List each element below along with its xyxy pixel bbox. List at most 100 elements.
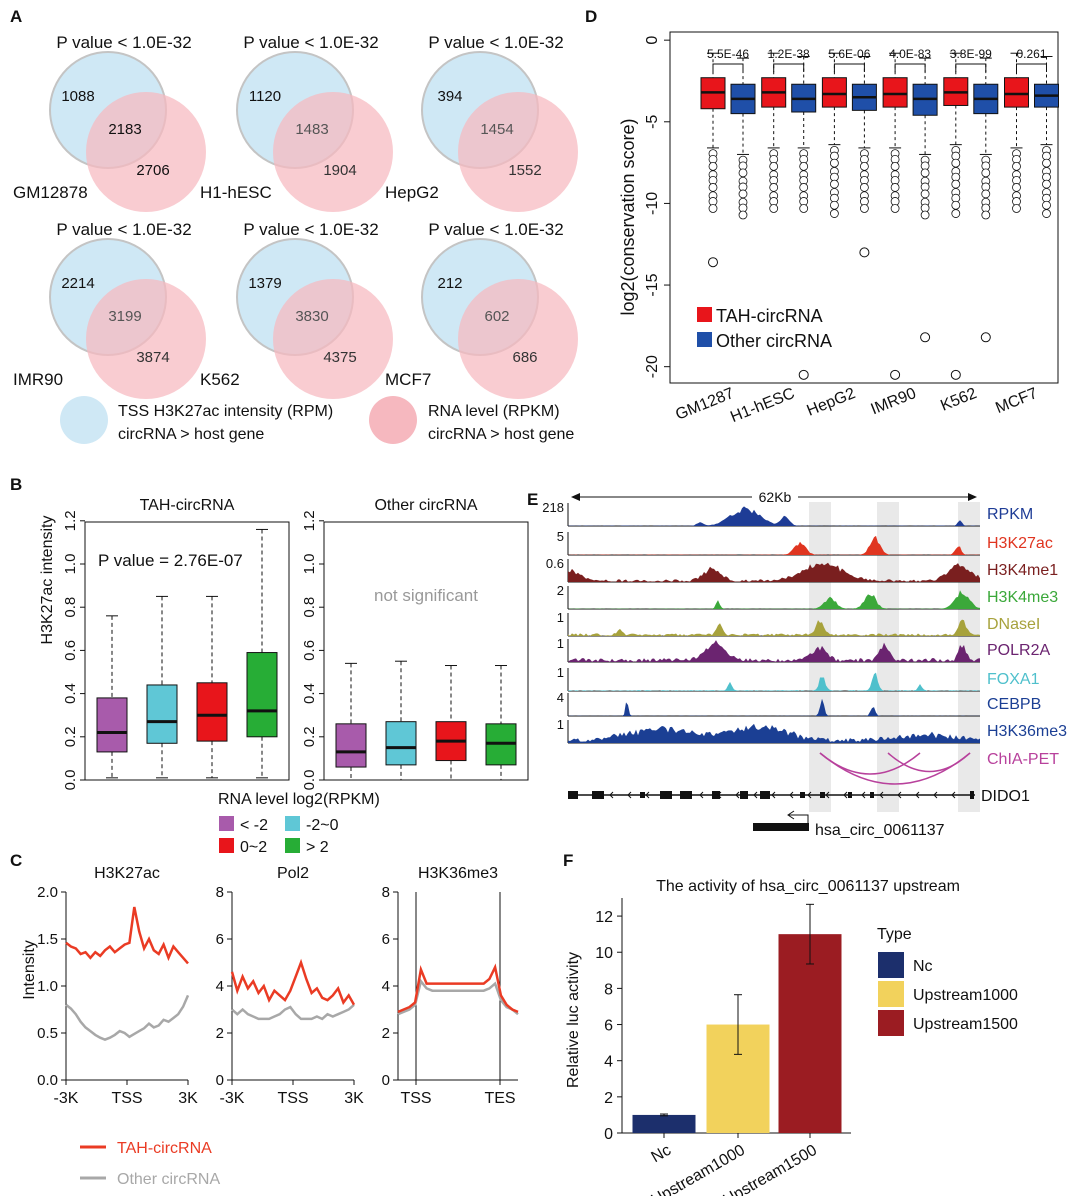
venn-1: P value < 1.0E-32 1120 1483 1904 H1-hESC [200, 33, 393, 212]
venn-cell-label: GM12878 [13, 183, 88, 202]
boxplot-annotation: not significant [374, 586, 478, 605]
venn-legend-1-line1: TSS H3K27ac intensity (RPM) [118, 403, 333, 420]
track-signal [568, 698, 980, 716]
venn-cell-label: IMR90 [13, 370, 63, 389]
outlier-point [738, 210, 748, 220]
venn-cell-label: MCF7 [385, 370, 431, 389]
outlier-extreme [980, 332, 991, 343]
category-label: IMR90 [869, 385, 919, 418]
scale-label-bg [752, 487, 798, 505]
outlier-point [1042, 209, 1051, 218]
panel-d-legend-other: Other circRNA [716, 331, 832, 351]
y-tick-label: 0 [604, 1126, 613, 1143]
strand-arrow [735, 791, 740, 799]
outlier-point [1042, 200, 1051, 210]
outlier-extreme [890, 369, 901, 380]
outlier-point [890, 161, 900, 171]
track-max-label: 1 [557, 636, 564, 651]
panel-b-boxplots: TAH-circRNA P value = 2.76E-07 0.0 0.2 0.4 0.… [62, 497, 529, 790]
track-9: ChIA-PET [819, 751, 1059, 785]
boxplot-subplot-1: Other circRNA not significant 0.0 0.2 0.4 0.6… [301, 497, 529, 790]
track-max-label: 218 [542, 500, 564, 515]
y-tick-label: -10 [644, 192, 661, 215]
y-tick-label: 0.5 [37, 1025, 58, 1042]
track-signal [568, 535, 980, 555]
outlier-point [1042, 158, 1051, 168]
boxplot-annotation: P value = 2.76E-07 [98, 551, 243, 570]
box-tah [821, 52, 847, 218]
legend-swatch-tah [697, 307, 712, 322]
panel-letter-b: B [10, 475, 22, 494]
circrna-arrow-stem [789, 814, 809, 823]
strand-arrow [807, 791, 812, 799]
track-signal [568, 590, 980, 609]
outlier-point [799, 161, 809, 171]
outlier-point [860, 161, 869, 171]
outlier-point [769, 161, 779, 171]
exon [712, 791, 720, 799]
panel-letter-d: D [585, 7, 597, 26]
venn-left-count: 212 [437, 275, 462, 292]
panel-b-legend-title: RNA level log2(RPKM) [218, 791, 380, 808]
panel-d-legend-tah: TAH-circRNA [716, 306, 823, 326]
track-max-label: 2 [557, 583, 564, 598]
track-8: 1 H3K36me3 [557, 717, 1067, 744]
outlier-extreme [920, 332, 931, 343]
venn-legend: TSS H3K27ac intensity (RPM) circRNA > ho… [60, 396, 574, 444]
bar-rect [778, 934, 842, 1133]
box-0 [96, 615, 128, 779]
panel-letter-c: C [10, 851, 22, 870]
box-other [1034, 55, 1059, 218]
y-tick-label: 4 [216, 978, 224, 995]
circrna-arrow-head [787, 810, 795, 820]
venn-4: P value < 1.0E-32 1379 3830 4375 K562 [200, 220, 393, 399]
track-6: 1 FOXA1 [557, 665, 1040, 692]
exon [568, 791, 578, 799]
box-3 [485, 665, 517, 781]
outlier-point [951, 158, 961, 168]
y-tick-label: 12 [595, 909, 613, 926]
cell-group-3: 4.0E-83 IMR90 [869, 47, 938, 418]
track-7: 4 CEBPB [557, 690, 1041, 717]
venn-title: P value < 1.0E-32 [428, 33, 563, 52]
profile-title: H3K36me3 [418, 865, 498, 882]
strand-arrow [699, 791, 704, 799]
panel-c-legend: TAH-circRNA Other circRNA [80, 1140, 220, 1188]
x-tick-label: TES [484, 1090, 515, 1107]
gene-model [568, 791, 975, 831]
venn-cell-label: H1-hESC [200, 183, 272, 202]
series-other-line [65, 994, 190, 1041]
track-name-label: POLR2A [987, 642, 1050, 659]
venn-right-count: 686 [512, 349, 537, 366]
box-other [851, 55, 877, 258]
strand-arrow [843, 791, 848, 799]
legend-swatch-nc [878, 952, 904, 978]
panel-c-ylabel: Intensity [21, 940, 38, 1000]
scale-arrow-left [571, 493, 580, 501]
panel-b-legend: < -2 -2~0 0~2 > 2 [219, 816, 339, 856]
panel-d-ylabel: log2(conservation score) [618, 118, 638, 315]
track-max-label: 5 [557, 529, 564, 544]
track-2: 0.6 H3K4me1 [546, 556, 1058, 583]
track-signal [568, 562, 980, 582]
venn-right-count: 4375 [323, 349, 356, 366]
y-tick-label: 4 [604, 1054, 613, 1071]
panel-letter-a: A [10, 7, 22, 26]
panel-e-tracks: 62Kb 218 RPKM 5 H3K27ac 0.6 H3K4me1 2 H3K4me3 1 D… [542, 487, 1067, 831]
outlier-point [830, 209, 839, 218]
outlier-point [738, 168, 748, 178]
venn-2: P value < 1.0E-32 394 1454 1552 HepG2 [385, 33, 578, 212]
y-tick-label: 1.0 [37, 978, 58, 995]
y-tick-label: 8 [604, 981, 613, 998]
bar-1: Upstream1000 [649, 994, 770, 1196]
profile-subplot-2: H3K36me3 0 2 4 6 8 TSS TES [382, 865, 519, 1107]
y-tick-label: 6 [382, 931, 390, 948]
box-tah [943, 52, 969, 380]
track-name-label: FOXA1 [987, 671, 1040, 688]
strand-arrow [627, 791, 632, 799]
series-tah-line [230, 958, 356, 1006]
box-body [385, 721, 417, 766]
legend-swatch-lt-neg2 [219, 816, 234, 831]
outlier-point [830, 200, 839, 210]
cell-group-5: 0.261 MCF7 [993, 47, 1059, 417]
